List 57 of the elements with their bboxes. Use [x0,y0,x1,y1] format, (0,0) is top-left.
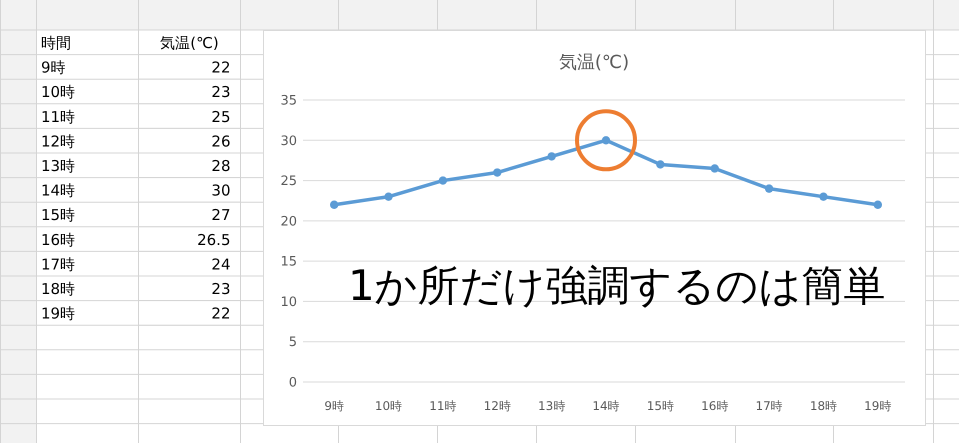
row-label: 10時 [41,83,76,102]
chart-title: 気温(℃) [558,52,630,73]
row-label: 17時 [41,255,76,274]
cell-label: 23 [211,83,230,102]
y-tick-label: 30 [280,134,297,149]
annotation: 1か所だけ強調するのは簡単 [348,109,886,310]
cell-label: 27 [211,206,230,224]
point [602,136,610,144]
x-tick-label: 10時 [374,399,402,413]
y-tick-label: 35 [280,94,297,108]
x-tick-label: 18時 [810,399,838,413]
cell-label: 22 [211,58,230,77]
annotation: 1か所だけ強調するのは簡単 [348,261,886,310]
x-tick-label: 19時 [864,399,892,413]
cell-label: 26.5 [197,230,230,249]
cell-label: 25 [211,108,230,126]
x-tick-label: 9時 [324,399,344,413]
point [874,200,882,209]
x-tick-label: 15時 [646,399,674,413]
point [330,200,338,209]
y-tick-label: 5 [288,335,297,350]
row-label: 15時 [41,206,76,224]
point [819,192,828,201]
x-tick-label: 11時 [429,399,457,413]
row-label: 12時 [41,132,76,150]
y-tick-label: 10 [280,294,297,310]
cell-label: 23 [211,280,230,298]
cell-label: 24 [211,255,230,274]
y-tick-label: 25 [280,174,297,190]
y-tick-label: 0 [288,376,297,390]
row-label: 14時 [41,182,76,200]
row-label: 18時 [41,280,76,298]
row-label: 19時 [41,304,76,323]
point [710,164,719,173]
x-tick-label: 13時 [538,399,566,413]
column-label: 気温(℃) [160,34,219,52]
point [438,176,448,185]
cell-label: 28 [211,157,230,175]
row-label: 9時 [41,58,66,77]
annotation: 時間 [41,34,71,52]
cell-label: 30 [211,182,230,200]
row-label: 11時 [41,108,76,126]
point [493,168,502,177]
point [384,192,393,201]
y-tick-label: 20 [280,214,297,230]
x-tick-label: 16時 [701,399,728,413]
point [656,160,665,169]
x-tick-label: 17時 [755,399,783,413]
x-tick-label: 12時 [484,399,511,413]
row-label: 16時 [41,230,76,249]
point [764,184,774,193]
x-tick-label: 14時 [592,399,620,413]
point [547,152,556,161]
row-label: 13時 [41,157,76,175]
y-tick-label: 15 [280,254,297,270]
cell-label: 26 [211,132,230,150]
cell-label: 22 [211,304,230,323]
